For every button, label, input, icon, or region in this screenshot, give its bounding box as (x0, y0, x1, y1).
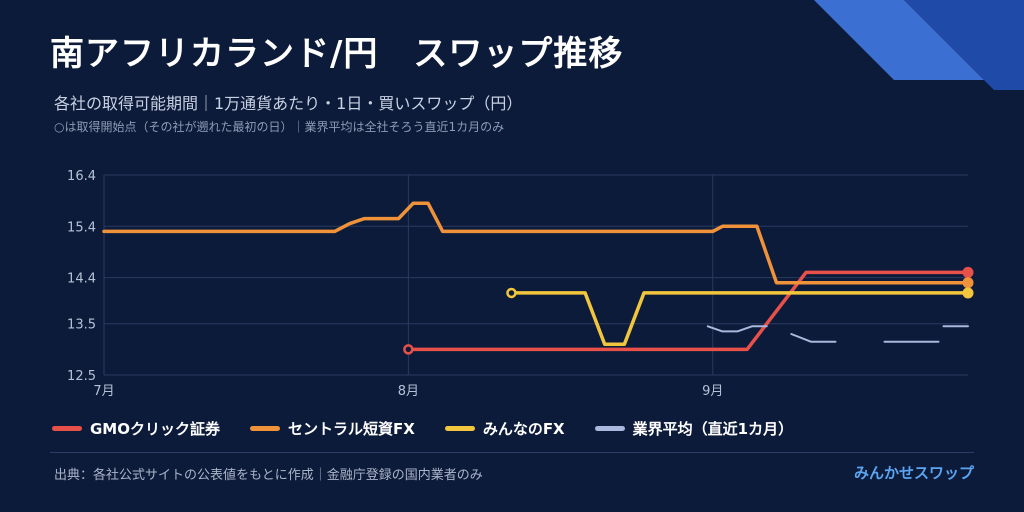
legend-swatch-gmo (52, 425, 82, 431)
legend-label-central: セントラル短資FX (288, 419, 415, 438)
footer-divider (50, 452, 974, 453)
x-tick-label: 8月 (398, 384, 419, 399)
legend-label-average: 業界平均（直近1カ月） (632, 419, 794, 438)
series-line-2 (509, 291, 970, 346)
y-tick-label: 12.5 (67, 369, 96, 384)
y-tick-label: 16.4 (67, 169, 96, 184)
brand-label: みんかせスワップ (853, 464, 974, 482)
legend-item-central: セントラル短資FX (250, 418, 415, 439)
chart-note: ○は取得開始点（その社が遡れた最初の日）｜業界平均は全社そろう直近1カ月のみ (54, 120, 505, 134)
series-line-3 (706, 325, 768, 333)
legend-item-minna: みんなのFX (444, 418, 565, 439)
source-note: 出典：各社公式サイトの公表値をもとに作成｜金融庁登録の国内業者のみ (54, 468, 483, 483)
corner-decoration (814, 0, 1024, 90)
corner-stripe-dark (904, 0, 1024, 90)
y-tick-label: 14.4 (67, 272, 96, 287)
series-start-marker-0 (403, 344, 414, 355)
chart-title: 南アフリカランド/円 スワップ推移 (50, 34, 624, 74)
series-start-marker-2 (506, 287, 517, 299)
legend-label-minna: みんなのFX (482, 419, 565, 438)
x-tick-label: 7月 (93, 384, 114, 399)
legend-swatch-minna (444, 425, 475, 431)
legend-item-gmo: GMOクリック証券 (52, 418, 220, 439)
legend-item-average: 業界平均（直近1カ月） (594, 418, 794, 439)
series-end-marker-0 (962, 266, 974, 278)
series-line-0 (406, 270, 970, 352)
series-line-1 (102, 201, 970, 285)
x-tick-label: 9月 (702, 384, 723, 399)
corner-stripe-light (814, 0, 984, 80)
series-line-3 (790, 333, 837, 343)
y-tick-label: 15.4 (67, 220, 96, 235)
chart-subtitle: 各社の取得可能期間｜1万通貨あたり・1日・買いスワップ（円） (54, 94, 523, 113)
series-end-marker-1 (962, 277, 974, 289)
legend-swatch-central (250, 425, 280, 431)
chart-legend: GMOクリック証券 セントラル短資FX みんなのFX 業界平均（直近1カ月） (52, 415, 823, 441)
y-tick-label: 13.5 (67, 318, 96, 333)
legend-label-gmo: GMOクリック証券 (90, 419, 220, 438)
legend-swatch-average (594, 425, 625, 431)
series-end-marker-2 (962, 287, 974, 299)
